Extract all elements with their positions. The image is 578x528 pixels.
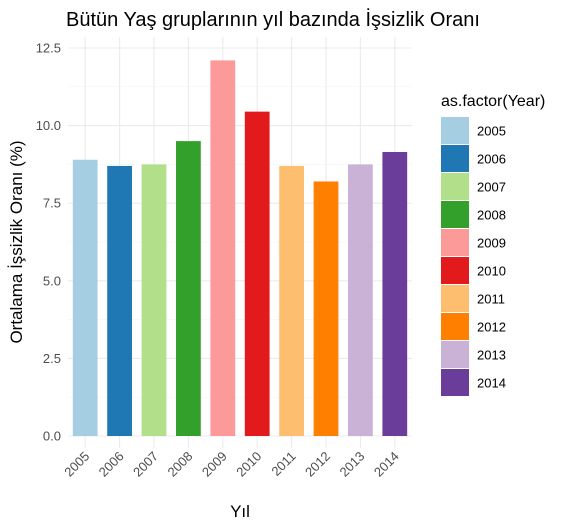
y-tick-label: 12.5 [36,41,61,56]
y-tick-labels: 0.0 2.5 5.0 7.5 10.0 12.5 [36,41,61,444]
bar-2011 [279,165,304,436]
y-tick-label: 5.0 [43,273,61,288]
legend-label: 2014 [477,376,506,391]
bar-2013 [348,164,373,436]
legend-title: as.factor(Year) [441,93,545,110]
legend-label: 2010 [477,264,506,279]
legend: 2005 2006 2007 2008 2009 2010 2011 2012 2013 2014 [441,117,506,396]
y-tick-label: 0.0 [43,429,61,444]
legend-label: 2008 [477,208,506,223]
bar-2009 [210,60,236,436]
legend-label: 2005 [477,124,506,139]
y-tick-label: 7.5 [43,196,61,211]
legend-key-2006 [441,145,469,172]
bar-2012 [313,181,339,436]
bar-2007 [141,164,167,436]
y-tick-label: 10.0 [36,118,61,133]
bar-2014 [382,151,408,436]
legend-key-2011 [441,285,469,312]
bar-2010 [244,111,270,436]
bars [72,60,408,436]
bar-2005 [72,159,98,436]
legend-key-2007 [441,173,469,200]
legend-key-2008 [441,201,469,228]
legend-label: 2007 [477,180,506,195]
bar-2008 [176,141,201,436]
legend-key-2012 [441,313,469,340]
legend-label: 2006 [477,152,506,167]
legend-key-2013 [441,341,469,368]
legend-label: 2012 [477,320,506,335]
x-axis-title: Yıl [230,502,250,521]
y-axis-title: Ortalama İşsizlik Oranı (%) [7,140,26,343]
bar-2006 [107,165,132,436]
legend-label: 2011 [477,292,505,307]
legend-key-2009 [441,229,469,256]
legend-key-2014 [441,369,469,396]
legend-key-2005 [441,117,469,144]
legend-key-2010 [441,257,469,284]
legend-label: 2013 [477,348,506,363]
y-tick-label: 2.5 [43,351,61,366]
chart-title: Bütün Yaş gruplarının yıl bazında İşsizl… [66,8,480,31]
legend-label: 2009 [477,236,506,251]
